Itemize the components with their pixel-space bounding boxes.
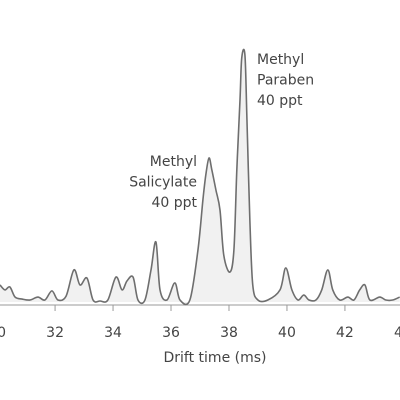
x-axis-label: Drift time (ms) — [164, 350, 267, 366]
annotation: Paraben — [257, 73, 314, 89]
x-tick-label: 36 — [162, 325, 180, 341]
line — [0, 48, 400, 306]
annotation: Methyl — [257, 52, 304, 68]
annotation: 40 ppt — [151, 195, 197, 211]
x-tick-label: 38 — [220, 325, 238, 341]
annotation: 40 ppt — [257, 93, 303, 109]
x-tick-label: 40 — [278, 325, 296, 341]
x-tick-label: 34 — [104, 325, 122, 341]
x-tick-label: 44 — [394, 325, 400, 341]
annotation: Salicylate — [129, 175, 197, 191]
x-tick-label: 32 — [46, 325, 64, 341]
area — [0, 49, 400, 305]
x-tick-label: 42 — [336, 325, 354, 341]
x-tick-label: 30 — [0, 325, 6, 341]
annotation: Methyl — [150, 154, 197, 170]
